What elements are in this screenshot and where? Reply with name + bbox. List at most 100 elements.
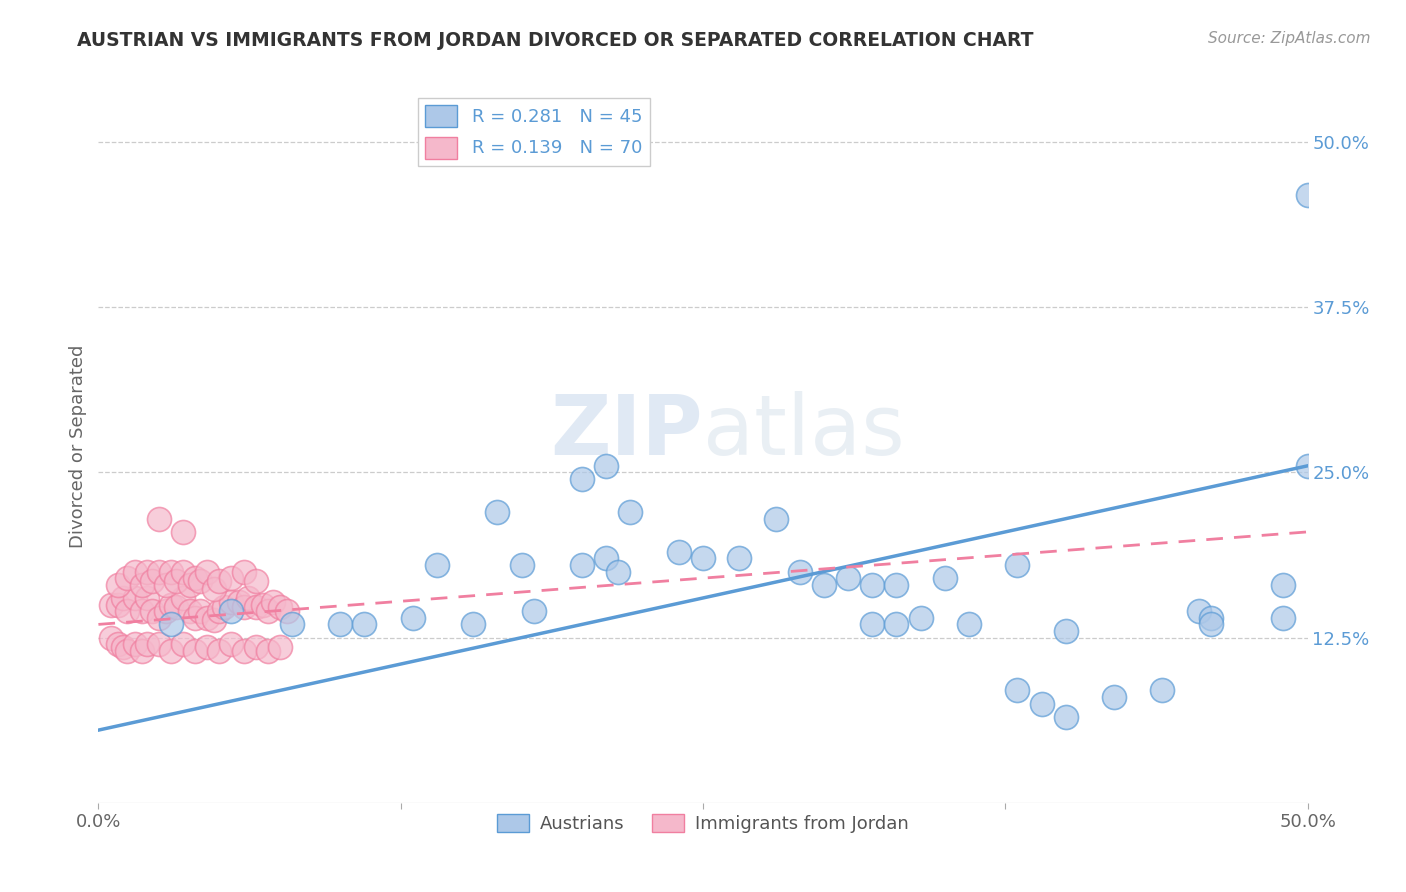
Point: [160, 565, 183, 579]
Point: [1031, 697, 1053, 711]
Point: [886, 617, 908, 632]
Text: atlas: atlas: [703, 392, 904, 472]
Point: [1054, 624, 1077, 638]
Point: [195, 640, 218, 654]
Point: [179, 604, 201, 618]
Point: [1152, 683, 1174, 698]
Point: [148, 565, 170, 579]
Point: [172, 591, 194, 605]
Point: [1296, 458, 1319, 473]
Point: [160, 644, 183, 658]
Point: [117, 571, 139, 585]
Point: [165, 574, 187, 588]
Point: [238, 591, 260, 605]
Point: [124, 637, 146, 651]
Point: [1272, 611, 1295, 625]
Point: [221, 571, 243, 585]
Point: [619, 505, 641, 519]
Point: [208, 644, 231, 658]
Point: [135, 591, 157, 605]
Point: [195, 565, 218, 579]
Point: [886, 578, 908, 592]
Point: [668, 545, 690, 559]
Point: [860, 617, 883, 632]
Point: [221, 637, 243, 651]
Point: [245, 574, 267, 588]
Point: [256, 644, 278, 658]
Point: [208, 574, 231, 588]
Point: [111, 591, 134, 605]
Point: [148, 511, 170, 525]
Point: [957, 617, 980, 632]
Point: [141, 574, 163, 588]
Point: [179, 578, 201, 592]
Text: ZIP: ZIP: [551, 392, 703, 472]
Point: [486, 505, 509, 519]
Point: [148, 637, 170, 651]
Point: [1199, 611, 1222, 625]
Point: [135, 565, 157, 579]
Point: [100, 598, 122, 612]
Point: [155, 578, 177, 592]
Point: [571, 472, 593, 486]
Point: [172, 565, 194, 579]
Point: [934, 571, 956, 585]
Point: [837, 571, 859, 585]
Point: [252, 598, 274, 612]
Point: [910, 611, 932, 625]
Point: [135, 637, 157, 651]
Point: [141, 604, 163, 618]
Legend: Austrians, Immigrants from Jordan: Austrians, Immigrants from Jordan: [489, 806, 917, 840]
Point: [131, 644, 153, 658]
Point: [221, 595, 243, 609]
Point: [107, 598, 129, 612]
Point: [131, 604, 153, 618]
Point: [256, 604, 278, 618]
Point: [789, 565, 811, 579]
Text: AUSTRIAN VS IMMIGRANTS FROM JORDAN DIVORCED OR SEPARATED CORRELATION CHART: AUSTRIAN VS IMMIGRANTS FROM JORDAN DIVOR…: [77, 31, 1033, 50]
Point: [117, 644, 139, 658]
Point: [329, 617, 352, 632]
Point: [510, 558, 533, 572]
Point: [148, 611, 170, 625]
Point: [232, 600, 254, 615]
Point: [1188, 604, 1211, 618]
Point: [232, 565, 254, 579]
Point: [155, 604, 177, 618]
Point: [124, 591, 146, 605]
Point: [595, 458, 617, 473]
Point: [728, 551, 751, 566]
Point: [692, 551, 714, 566]
Point: [160, 598, 183, 612]
Point: [269, 640, 291, 654]
Point: [281, 617, 304, 632]
Point: [353, 617, 375, 632]
Point: [117, 604, 139, 618]
Point: [1272, 578, 1295, 592]
Point: [184, 644, 207, 658]
Point: [765, 511, 787, 525]
Point: [188, 574, 211, 588]
Point: [276, 604, 298, 618]
Point: [1296, 188, 1319, 202]
Point: [245, 600, 267, 615]
Point: [1054, 710, 1077, 724]
Point: [160, 617, 183, 632]
Point: [100, 631, 122, 645]
Point: [269, 600, 291, 615]
Y-axis label: Divorced or Separated: Divorced or Separated: [69, 344, 87, 548]
Point: [165, 600, 187, 615]
Point: [228, 595, 250, 609]
Point: [1007, 683, 1029, 698]
Point: [523, 604, 546, 618]
Point: [184, 571, 207, 585]
Point: [184, 611, 207, 625]
Point: [595, 551, 617, 566]
Point: [1007, 558, 1029, 572]
Point: [172, 524, 194, 539]
Point: [212, 600, 235, 615]
Point: [107, 637, 129, 651]
Point: [172, 637, 194, 651]
Point: [571, 558, 593, 572]
Point: [124, 565, 146, 579]
